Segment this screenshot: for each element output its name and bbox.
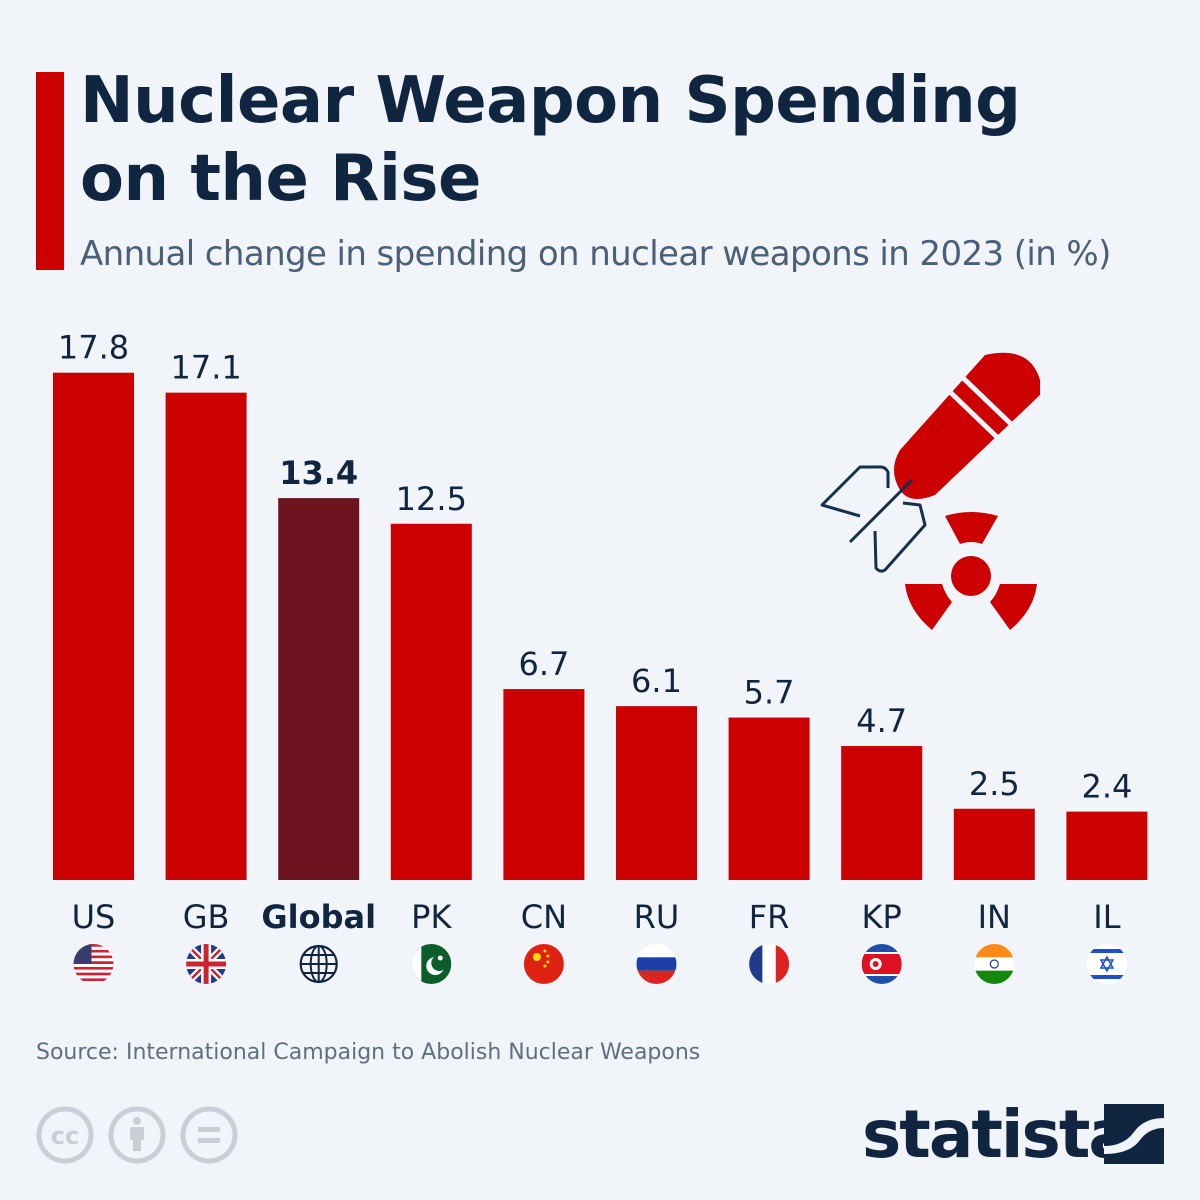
cn-flag-icon bbox=[523, 944, 564, 984]
category-label: US bbox=[72, 898, 116, 936]
bar-pk bbox=[390, 523, 472, 880]
bar-gb bbox=[165, 392, 247, 880]
category-label: GB bbox=[183, 898, 230, 936]
globe-icon bbox=[299, 944, 338, 984]
value-label: 12.5 bbox=[396, 480, 467, 518]
category-label: FR bbox=[749, 898, 790, 936]
us-flag-icon bbox=[73, 944, 114, 984]
value-label: 5.7 bbox=[744, 674, 795, 712]
title-line-2: on the Rise bbox=[80, 142, 481, 216]
value-label: 6.1 bbox=[631, 662, 682, 700]
illustration bbox=[820, 352, 1040, 630]
missile-icon bbox=[820, 352, 1040, 573]
category-label: Global bbox=[261, 898, 376, 936]
radiation-icon bbox=[905, 512, 1037, 630]
fr-flag-icon bbox=[749, 944, 790, 984]
statista-logo-text[interactable]: statista bbox=[862, 1096, 1133, 1173]
subtitle: Annual change in spending on nuclear wea… bbox=[80, 234, 1111, 274]
bar-global bbox=[278, 498, 360, 880]
statista-logo-icon bbox=[1104, 1104, 1164, 1164]
cc-by-icon[interactable] bbox=[108, 1106, 168, 1166]
value-label: 2.5 bbox=[969, 765, 1020, 803]
cc-license-icon[interactable]: cc bbox=[36, 1106, 96, 1166]
value-label: 2.4 bbox=[1081, 768, 1132, 806]
category-label: IN bbox=[978, 898, 1011, 936]
value-label: 17.8 bbox=[58, 329, 129, 367]
value-label: 17.1 bbox=[170, 349, 241, 387]
cc-nd-icon[interactable] bbox=[180, 1106, 240, 1166]
kp-flag-icon bbox=[861, 944, 902, 984]
bar-in bbox=[953, 808, 1035, 880]
category-label: CN bbox=[521, 898, 567, 936]
bar-il bbox=[1066, 811, 1148, 880]
bar-ru bbox=[616, 706, 697, 880]
pk-flag-icon bbox=[411, 944, 452, 984]
bar-kp bbox=[841, 746, 923, 880]
category-label: KP bbox=[862, 898, 902, 936]
svg-text:cc: cc bbox=[51, 1122, 79, 1150]
bar-chart: 17.8 US 17.1 GB 13.4 Global 12.5 PK 6.7 CN 6.1 RU 5.… bbox=[53, 329, 1148, 984]
gb-flag-icon bbox=[186, 944, 227, 984]
source-note: Source: International Campaign to Abolis… bbox=[36, 1040, 701, 1065]
category-label: RU bbox=[634, 898, 680, 936]
value-label: 6.7 bbox=[518, 645, 569, 683]
category-label: IL bbox=[1093, 898, 1120, 936]
page-title: Nuclear Weapon Spending on the Rise bbox=[80, 62, 1021, 218]
ru-flag-icon bbox=[636, 944, 677, 984]
value-label: 4.7 bbox=[856, 702, 907, 740]
in-flag-icon bbox=[974, 944, 1015, 984]
bar-us bbox=[53, 372, 134, 880]
value-label: 13.4 bbox=[279, 454, 358, 492]
il-flag-icon bbox=[1086, 944, 1127, 984]
bar-fr bbox=[728, 717, 810, 880]
bar-cn bbox=[503, 689, 585, 880]
title-accent-bar bbox=[36, 72, 64, 270]
title-line-1: Nuclear Weapon Spending bbox=[80, 64, 1021, 138]
category-label: PK bbox=[411, 898, 452, 936]
